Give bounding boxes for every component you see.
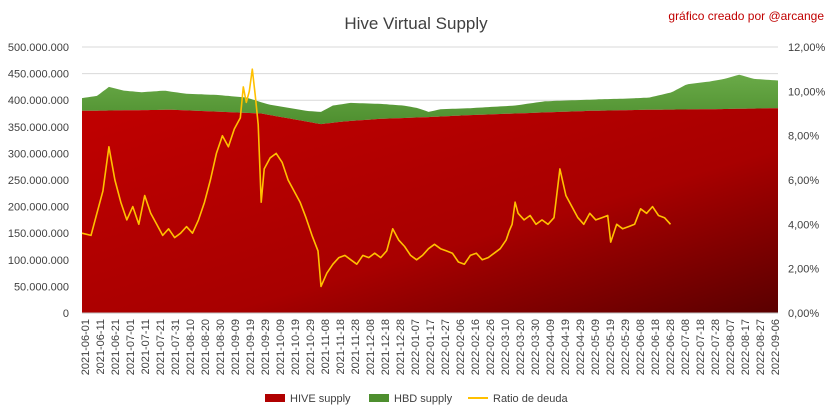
legend-label: Ratio de deuda (493, 393, 568, 405)
x-tick-label: 2021-09-19 (245, 319, 257, 375)
x-tick-label: 2021-11-18 (335, 319, 347, 374)
y-left-tick-label: 450.000.000 (8, 69, 69, 81)
ratio-de-deuda-line (81, 68, 672, 288)
x-tick-label: 2022-04-19 (560, 319, 572, 375)
y-right-tick-label: 0,00% (788, 308, 819, 320)
x-tick-label: 2022-07-28 (710, 319, 722, 375)
legend-swatch-hive (265, 394, 285, 402)
x-tick-label: 2021-07-21 (155, 319, 167, 375)
y-right-tick-label: 12,00% (788, 42, 826, 54)
hive-supply-area (82, 108, 778, 313)
x-tick-label: 2022-05-19 (605, 319, 617, 375)
x-tick-label: 2022-08-17 (740, 319, 752, 375)
x-tick-label: 2022-01-17 (425, 319, 437, 375)
y-right-tick-label: 4,00% (788, 219, 819, 231)
y-axis-left: 0 50.000.000 100.000.000 150.000.000 200.000… (8, 42, 69, 320)
x-tick-label: 2021-08-10 (185, 319, 197, 375)
x-tick-label: 2022-08-27 (755, 319, 767, 375)
x-tick-label: 2022-03-10 (500, 319, 512, 375)
x-tick-label: 2022-07-08 (680, 319, 692, 375)
y-left-tick-label: 250.000.000 (8, 175, 69, 187)
x-tick-label: 2021-07-01 (125, 319, 137, 375)
x-tick-label: 2022-02-16 (470, 319, 482, 375)
x-tick-label: 2021-12-18 (380, 319, 392, 375)
x-tick-label: 2022-06-08 (635, 319, 647, 375)
x-tick-label: 2022-03-30 (530, 319, 542, 375)
x-tick-label: 2022-01-07 (410, 319, 422, 375)
legend-label: HIVE supply (290, 393, 351, 405)
x-tick-label: 2021-10-29 (305, 319, 317, 375)
x-tick-label: 2022-07-18 (695, 319, 707, 375)
x-tick-label: 2021-12-08 (365, 319, 377, 375)
y-left-tick-label: 400.000.000 (8, 95, 69, 107)
x-tick-label: 2022-04-09 (545, 319, 557, 375)
y-left-tick-label: 50.000.000 (14, 281, 69, 293)
y-left-tick-label: 500.000.000 (8, 42, 69, 54)
area-series (82, 74, 778, 313)
x-tick-label: 2021-10-09 (275, 319, 287, 375)
x-tick-label: 2021-07-31 (170, 319, 182, 375)
y-right-tick-label: 8,00% (788, 131, 819, 143)
x-tick-label: 2022-04-29 (575, 319, 587, 375)
y-left-tick-label: 350.000.000 (8, 122, 69, 134)
x-tick-label: 2022-06-18 (650, 319, 662, 375)
x-tick-label: 2022-05-09 (590, 319, 602, 375)
x-tick-label: 2021-11-08 (320, 319, 332, 374)
y-left-tick-label: 300.000.000 (8, 148, 69, 160)
y-left-tick-label: 150.000.000 (8, 228, 69, 240)
x-tick-label: 2022-02-06 (455, 319, 467, 375)
legend-swatch-hbd (369, 394, 389, 402)
x-axis: 2021-06-01 2021-06-11 2021-06-21 2021-07-01… (80, 312, 782, 375)
x-tick-label: 2021-07-11 (140, 319, 152, 374)
y-right-tick-label: 6,00% (788, 175, 819, 187)
y-left-tick-label: 200.000.000 (8, 202, 69, 214)
x-tick-label: 2022-02-26 (485, 319, 497, 375)
x-tick-label: 2021-08-20 (200, 319, 212, 375)
x-tick-label: 2021-09-09 (230, 319, 242, 375)
x-tick-label: 2022-03-20 (515, 319, 527, 375)
x-tick-label: 2021-12-28 (395, 319, 407, 375)
chart-credit: gráfico creado por @arcange (668, 9, 824, 23)
x-tick-label: 2021-08-30 (215, 319, 227, 375)
x-tick-label: 2021-10-19 (290, 319, 302, 375)
x-tick-label: 2022-05-29 (620, 319, 632, 375)
x-tick-label: 2022-01-27 (440, 319, 452, 375)
y-left-tick-label: 100.000.000 (8, 255, 69, 267)
chart-title: Hive Virtual Supply (344, 14, 488, 33)
x-tick-label: 2021-06-21 (110, 319, 122, 375)
hbd-supply-area (82, 74, 778, 125)
y-axis-right: 0,00% 2,00% 4,00% 6,00% 8,00% 10,00% 12,00% (788, 42, 826, 320)
y-right-tick-label: 10,00% (788, 86, 826, 98)
x-tick-label: 2021-06-01 (80, 319, 92, 375)
x-tick-label: 2021-06-11 (95, 319, 107, 374)
y-left-tick-label: 0 (63, 308, 69, 320)
x-tick-label: 2021-11-28 (350, 319, 362, 374)
x-tick-label: 2022-06-28 (665, 319, 677, 375)
x-tick-label: 2022-08-07 (725, 319, 737, 375)
x-tick-label: 2021-09-29 (260, 319, 272, 375)
legend-label: HBD supply (394, 393, 453, 405)
legend: HIVE supply HBD supply Ratio de deuda (265, 393, 568, 405)
line-series (81, 68, 672, 288)
y-right-tick-label: 2,00% (788, 264, 819, 276)
x-tick-label: 2022-09-06 (770, 319, 782, 375)
